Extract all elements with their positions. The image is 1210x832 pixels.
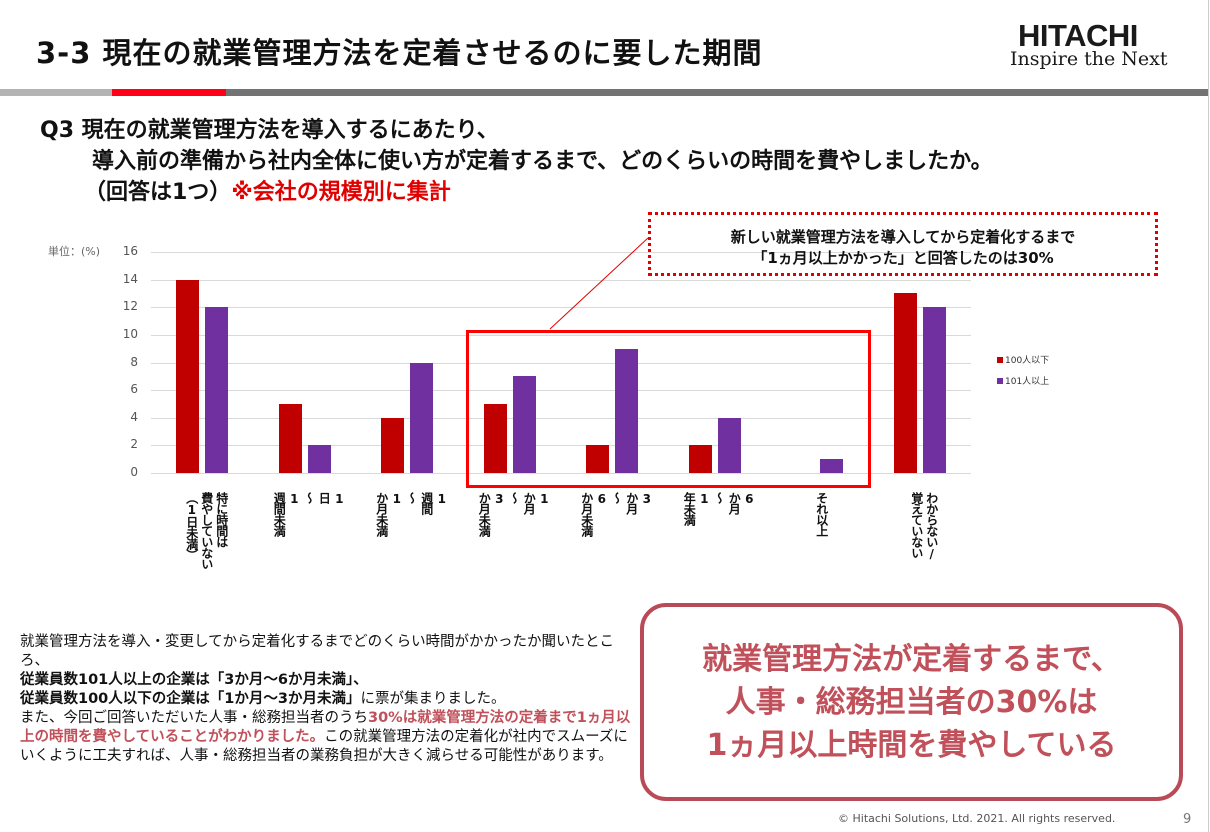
page-number: 9 <box>1183 812 1192 827</box>
bar-100-or-less <box>586 445 610 473</box>
x-tick-label: 特に時間は 費やしていない （1日未満） <box>184 492 229 569</box>
gridline <box>151 445 971 447</box>
hitachi-tagline: Inspire the Next <box>1010 48 1168 70</box>
x-tick-label: 3 か月 〜 6 か月未満 <box>579 492 654 536</box>
y-tick-label: 12 <box>122 299 138 314</box>
header-rule-red <box>112 89 226 96</box>
header-rule-grey <box>0 89 112 96</box>
y-tick-label: 10 <box>122 326 138 341</box>
question-line-2: 導入前の準備から社内全体に使い方が定着するまで、どのくらいの時間を費やしましたか… <box>92 149 993 174</box>
bar-100-or-less <box>483 403 507 473</box>
question: Q3 現在の就業管理方法を導入するにあたり、 導入前の準備から社内全体に使い方が… <box>40 115 993 208</box>
question-line-1: Q3 現在の就業管理方法を導入するにあたり、 <box>40 118 499 143</box>
bar-100-or-less <box>176 279 200 473</box>
gridline <box>151 390 971 392</box>
x-tick-label: わからない/ 覚えていない <box>909 492 939 560</box>
bar-101-plus <box>615 348 639 473</box>
question-line-3: （回答は1つ）※会社の規模別に集計 <box>40 177 993 208</box>
header-rule-dark <box>226 89 1208 96</box>
bar-101-plus <box>820 459 844 473</box>
bar-100-or-less <box>893 293 917 473</box>
gridline <box>151 473 971 474</box>
question-red-note: ※会社の規模別に集計 <box>231 180 451 205</box>
bar-101-plus <box>922 307 946 473</box>
gridline <box>151 307 971 309</box>
callout-box: 新しい就業管理方法を導入してから定着化するまで 「1ヵ月以上かかった」と回答した… <box>648 212 1158 276</box>
y-tick-label: 0 <box>130 465 138 479</box>
x-tick-label: 1 日 〜 1 週間未満 <box>272 492 347 536</box>
hitachi-logo: HITACHI <box>1018 18 1138 53</box>
summary-box: 就業管理方法が定着するまで、 人事・総務担当者の30%は 1ヵ月以上時間を費やし… <box>640 603 1183 801</box>
y-tick-label: 8 <box>130 354 138 369</box>
bar-101-plus <box>717 417 741 473</box>
y-tick-label: 6 <box>130 382 138 397</box>
body-p3: 従業員数100人以下の企業は「1か月～3か月未満」 <box>20 691 361 707</box>
x-tick-label: 1 週間 〜 1 か月未満 <box>374 492 449 536</box>
gridline <box>151 334 971 336</box>
bar-101-plus <box>307 445 331 473</box>
x-tick-label: それ以上 <box>814 492 829 536</box>
y-tick-label: 16 <box>122 244 138 258</box>
question-note: （回答は1つ） <box>84 180 232 205</box>
bar-100-or-less <box>278 403 302 473</box>
gridline <box>151 417 971 419</box>
slide-edge <box>1208 0 1209 832</box>
page-title: 3-3 現在の就業管理方法を定着させるのに要した期間 <box>36 36 763 70</box>
body-p4a: また、今回ご回答いただいた人事・総務担当者のうち <box>20 710 368 726</box>
body-highlight: 30%は就業管理方法の定着まで1ヵ月以上の時間を費やしていることがわかりました。 <box>20 710 631 745</box>
legend-label: 100人以下 <box>1005 356 1050 366</box>
body-p3b: に票が集まりました。 <box>360 691 506 707</box>
bar-101-plus <box>410 362 434 473</box>
gridline <box>151 279 971 281</box>
summary-line-3: 1ヵ月以上時間を費やしている <box>706 728 1117 763</box>
bar-100-or-less <box>688 445 712 473</box>
body-p2: 従業員数101人以上の企業は「3か月～6か月未満」、 <box>20 672 368 688</box>
legend-swatch <box>997 377 1003 384</box>
y-tick-label: 14 <box>122 271 138 286</box>
bar-100-or-less <box>381 417 405 473</box>
legend-item: 100人以下 <box>997 353 1049 366</box>
body-p4c: この就業管理方法の定着化が社内でスムーズにいくように工夫すれば、人事・総務担当者… <box>20 729 628 764</box>
y-tick-label: 2 <box>130 437 138 452</box>
highlight-box <box>466 330 871 488</box>
copyright: © Hitachi Solutions, Ltd. 2021. All righ… <box>838 812 1116 825</box>
legend-item: 101人以上 <box>997 374 1049 387</box>
y-tick-label: 4 <box>130 409 138 424</box>
body-p1: 就業管理方法を導入・変更してから定着化するまでどのくらい時間がかかったか聞いたと… <box>20 634 615 669</box>
legend-label: 101人以上 <box>1005 377 1050 387</box>
x-tick-label: 1 か月 〜 3 か月未満 <box>477 492 552 536</box>
body-text: 就業管理方法を導入・変更してから定着化するまでどのくらい時間がかかったか聞いたと… <box>20 633 640 766</box>
callout-line-1: 新しい就業管理方法を導入してから定着化するまで <box>730 228 1076 246</box>
legend-swatch <box>997 356 1003 363</box>
summary-line-2: 人事・総務担当者の30%は <box>725 685 1098 720</box>
x-tick-label: 6 か月 〜 1 年未満 <box>682 492 757 525</box>
bar-101-plus <box>205 307 229 473</box>
unit-label: 単位：(%) <box>48 245 101 258</box>
gridline <box>151 362 971 364</box>
summary-line-1: 就業管理方法が定着するまで、 <box>702 642 1121 677</box>
callout-line-2: 「1ヵ月以上かかった」と回答したのは30% <box>752 249 1054 267</box>
bar-101-plus <box>512 376 536 473</box>
